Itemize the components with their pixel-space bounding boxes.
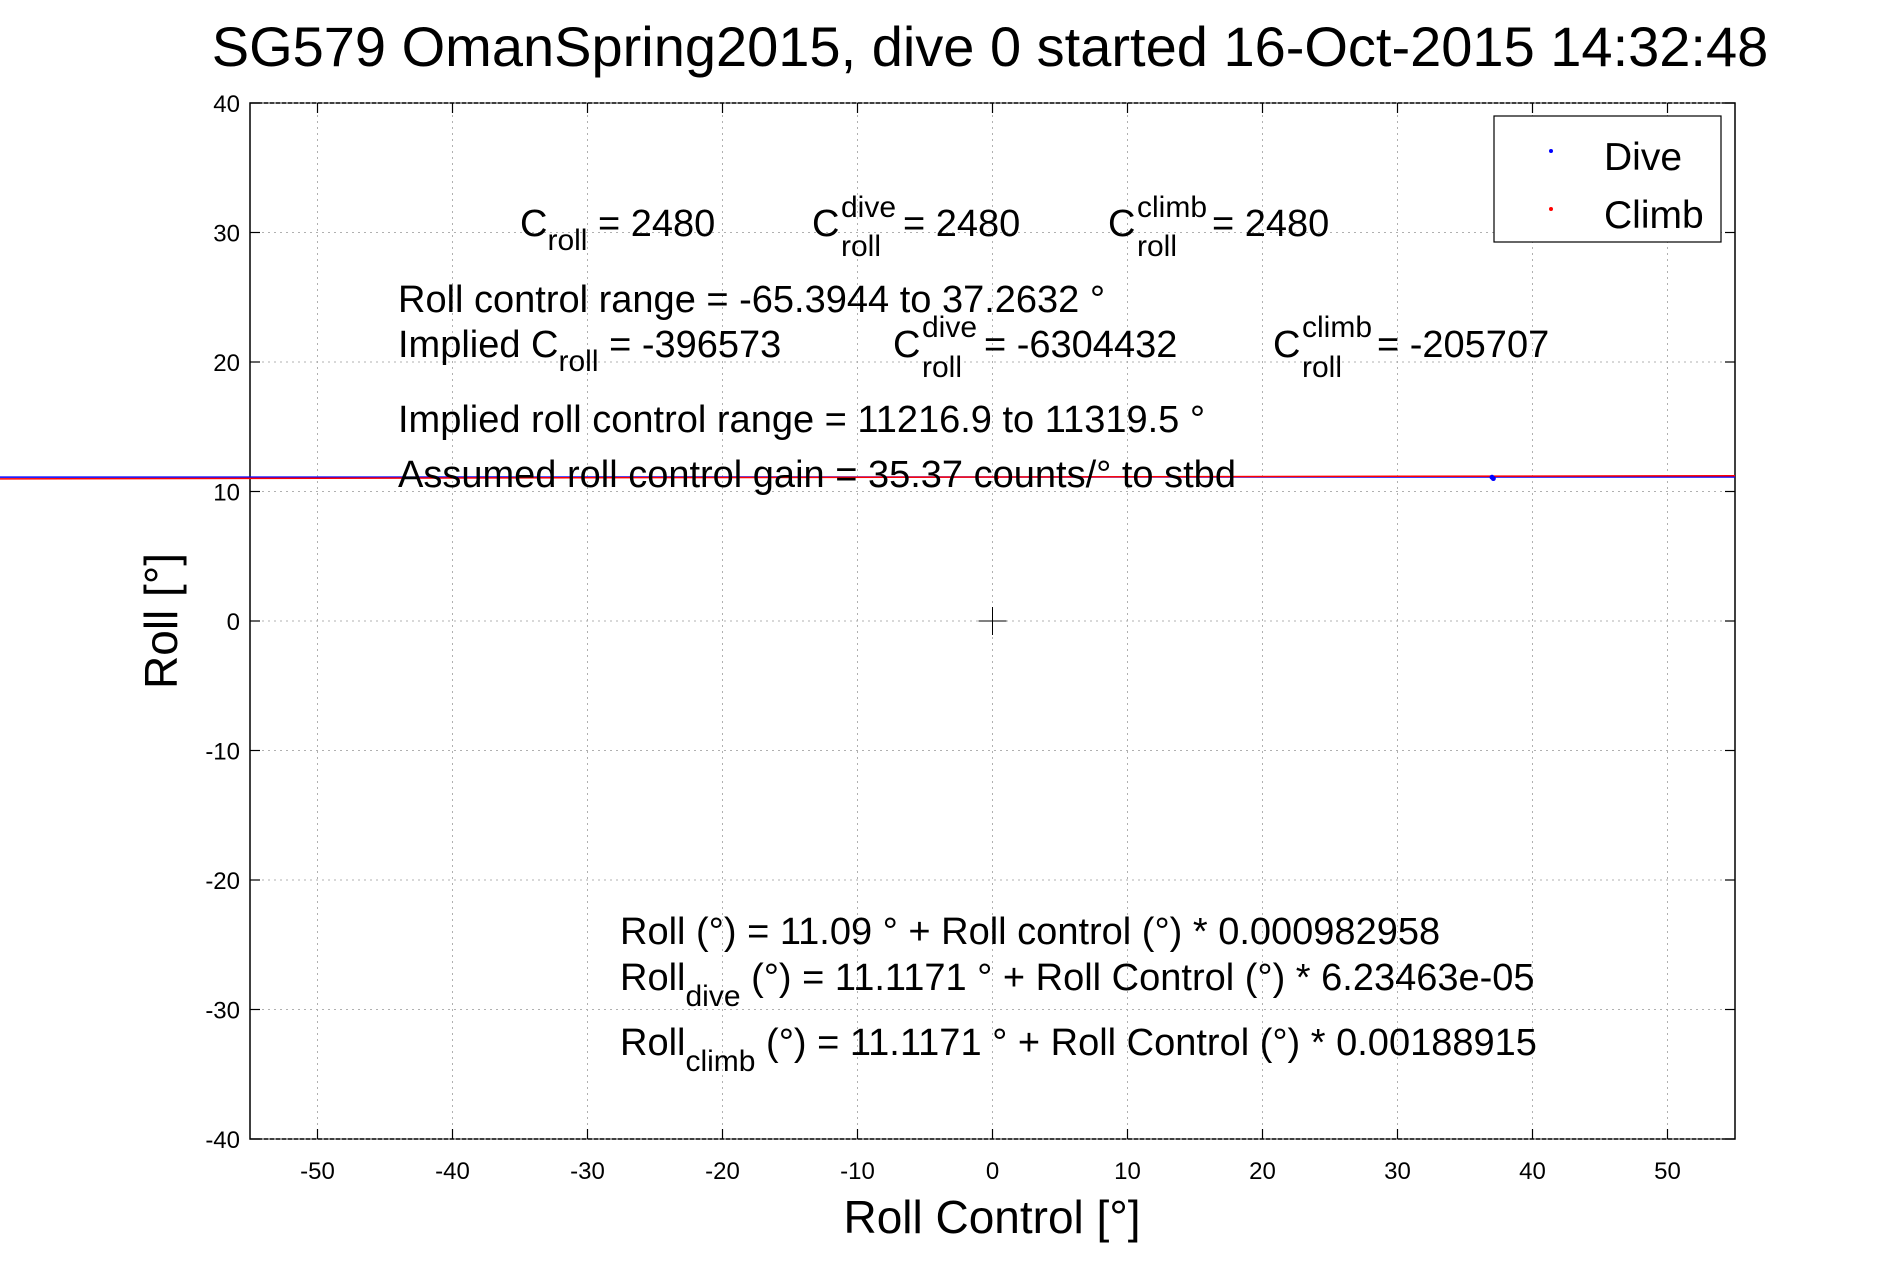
fit-dive-base: Roll [620,957,685,999]
legend-marker-dive [1549,149,1553,153]
y-tick-label: -20 [205,868,240,895]
c-roll-climb-value: = 2480 [1212,203,1329,245]
c-roll-value: = 2480 [587,203,715,245]
annotation-implied-c-roll-climb: C [1273,324,1300,366]
x-tick-label: 50 [1654,1158,1681,1185]
legend: Dive Climb [1493,115,1722,243]
fit-line-climb [0,474,1736,480]
center-marker [978,607,1007,635]
y-axis-label: Roll [°] [135,553,187,689]
fit-climb-sub: climb [685,1045,755,1078]
annotation-fit-all: Roll (°) = 11.09 ° + Roll control (°) * … [620,911,1440,953]
fit-climb-base: Roll [620,1022,685,1064]
legend-label-climb: Climb [1604,194,1704,237]
data-point-climb [994,474,1000,480]
c-roll-climb-sub: roll [1137,230,1177,263]
annotation-implied-range: Implied roll control range = 11216.9 to … [398,399,1205,441]
implied-c-roll-climb-sub: roll [1302,351,1342,384]
c-roll-climb-sup: climb [1137,191,1207,224]
x-tick-label: 10 [1114,1158,1141,1185]
implied-c-roll-dive-sub: roll [922,351,962,384]
implied-c-roll-dive-sup: dive [922,311,977,344]
y-tick-label: 40 [213,91,240,118]
fit-dive-value: (°) = 11.1171 ° + Roll Control (°) * 6.2… [741,957,1535,999]
annotation-c-roll-dive: C [812,203,839,245]
legend-marker-climb [1549,207,1553,211]
x-tick-label: 20 [1249,1158,1276,1185]
c-roll-sub: roll [547,224,587,257]
annotations: Croll = 2480 C dive roll = 2480 C climb … [398,191,1549,1078]
legend-label-dive: Dive [1604,136,1682,179]
fit-lines [0,474,1736,480]
implied-c-roll-value: = -396573 [599,324,782,366]
legend-box [1493,115,1722,243]
x-axis-ticks: -50 -40 -30 -20 -10 0 10 20 30 40 50 [300,103,1681,1185]
annotation-roll-control-range: Roll control range = -65.3944 to 37.2632… [398,279,1105,321]
data-point-dive [1489,474,1495,480]
implied-c-roll-base: Implied C [398,324,559,366]
c-roll-base: C [520,203,547,245]
c-roll-dive-value: = 2480 [903,203,1020,245]
y-tick-label: 30 [213,221,240,248]
y-tick-label: 20 [213,350,240,377]
x-tick-label: -20 [705,1158,740,1185]
implied-c-roll-dive-value: = -6304432 [984,324,1177,366]
annotation-fit-climb: Rollclimb (°) = 11.1171 ° + Roll Control… [620,1022,1537,1078]
implied-c-roll-climb-value: = -205707 [1377,324,1549,366]
fit-climb-value: (°) = 11.1171 ° + Roll Control (°) * 0.0… [755,1022,1536,1064]
y-tick-label: -40 [205,1127,240,1154]
fit-dive-sub: dive [685,980,740,1013]
chart-title: SG579 OmanSpring2015, dive 0 started 16-… [212,15,1769,78]
grid [250,102,1735,1140]
x-tick-label: -10 [840,1158,875,1185]
implied-c-roll-sub: roll [559,345,599,378]
x-tick-label: -30 [570,1158,605,1185]
c-roll-dive-sup: dive [841,191,896,224]
x-tick-label: 30 [1384,1158,1411,1185]
annotation-implied-c-roll-dive: C [893,324,920,366]
annotation-assumed-gain: Assumed roll control gain = 35.37 counts… [398,454,1236,496]
annotation-c-roll-climb: C [1108,203,1135,245]
y-tick-label: 0 [227,609,240,636]
annotation-c-roll: Croll = 2480 [520,203,715,257]
y-tick-label: -30 [205,998,240,1025]
annotation-fit-dive: Rolldive (°) = 11.1171 ° + Roll Control … [620,957,1535,1013]
x-tick-label: 40 [1519,1158,1546,1185]
y-tick-label: 10 [213,480,240,507]
y-tick-label: -10 [205,739,240,766]
x-tick-label: -40 [435,1158,470,1185]
x-axis-label: Roll Control [°] [843,1191,1140,1243]
y-axis-ticks: -40 -30 -20 -10 0 10 20 30 40 [205,91,1735,1154]
x-tick-label: 0 [986,1158,999,1185]
x-tick-label: -50 [300,1158,335,1185]
implied-c-roll-climb-sup: climb [1302,311,1372,344]
annotation-implied-c-roll: Implied Croll = -396573 [398,324,781,378]
c-roll-dive-sub: roll [841,230,881,263]
data-points [994,474,1496,482]
